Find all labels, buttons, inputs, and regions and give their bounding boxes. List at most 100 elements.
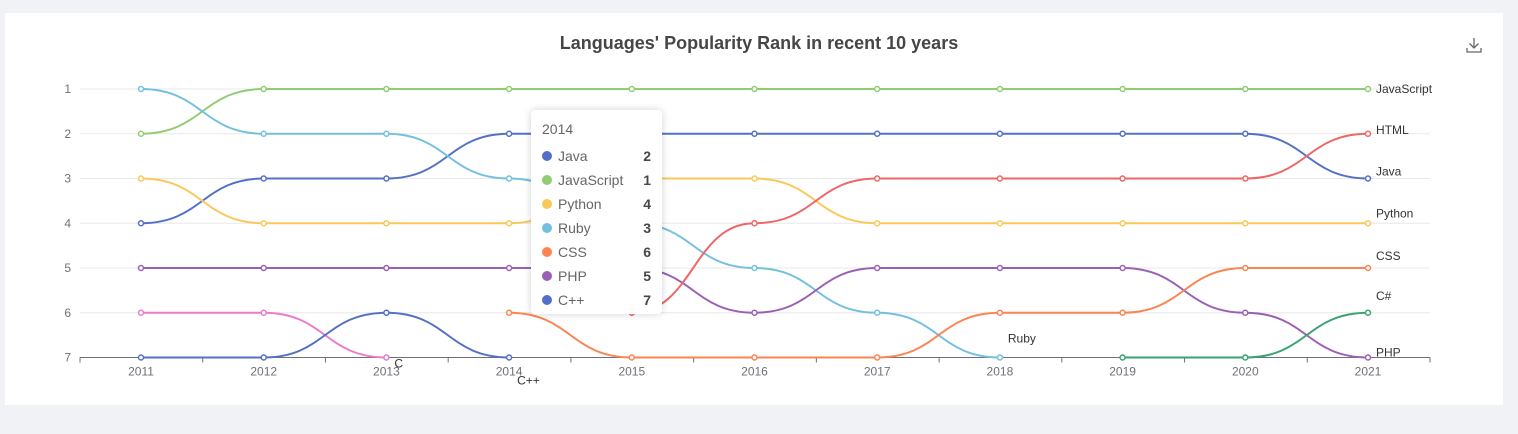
- tooltip-value: 4: [643, 196, 651, 212]
- data-point-python: [137, 175, 145, 182]
- data-point-cplusplus: [137, 354, 145, 361]
- data-point-javascript: [137, 130, 145, 137]
- x-tick-label: 2018: [987, 365, 1014, 379]
- data-point-cplusplus: [260, 354, 267, 361]
- data-point-css: [628, 354, 636, 361]
- end-label-python: Python: [1376, 206, 1413, 220]
- tooltip-marker: [542, 247, 552, 257]
- tooltip-marker: [542, 151, 552, 161]
- data-point-html: [996, 175, 1004, 182]
- download-button[interactable]: [1465, 36, 1483, 54]
- tooltip-marker: [542, 223, 552, 233]
- data-point-csharp: [1242, 354, 1249, 361]
- data-point-java: [996, 130, 1004, 137]
- data-point-html: [1119, 175, 1126, 182]
- data-point-php: [383, 264, 390, 272]
- x-tick-label: 2016: [741, 365, 768, 379]
- data-point-php: [137, 264, 145, 272]
- data-point-java: [751, 130, 758, 137]
- data-point-ruby: [137, 85, 145, 93]
- data-point-ruby: [873, 309, 881, 316]
- y-tick-label: 3: [64, 172, 71, 186]
- data-point-java: [1364, 175, 1372, 182]
- data-point-csharp: [1364, 309, 1372, 316]
- data-point-javascript: [628, 85, 636, 93]
- data-point-php: [260, 264, 267, 272]
- x-tick-label: 2020: [1232, 365, 1259, 379]
- y-tick-label: 2: [64, 127, 71, 141]
- data-point-cplusplus: [505, 354, 513, 361]
- tooltip-series-name: Python: [558, 196, 602, 212]
- data-point-java: [873, 130, 881, 137]
- data-point-php: [1242, 309, 1249, 316]
- data-point-python: [383, 220, 390, 227]
- tooltip-marker: [542, 199, 552, 209]
- x-tick-label: 2021: [1355, 365, 1382, 379]
- end-label-ruby: Ruby: [1008, 332, 1036, 346]
- data-point-ruby: [996, 354, 1004, 361]
- tooltip-row: C++ 7: [542, 288, 651, 312]
- data-point-javascript: [1242, 85, 1249, 93]
- data-point-javascript: [996, 85, 1004, 93]
- x-tick-label: 2019: [1109, 365, 1136, 379]
- data-point-javascript: [383, 85, 390, 93]
- data-point-css: [1364, 264, 1372, 272]
- tooltip-marker: [542, 175, 552, 185]
- data-point-php: [505, 264, 513, 272]
- data-point-java: [383, 175, 390, 182]
- data-point-css: [996, 309, 1004, 316]
- data-point-java: [260, 175, 267, 182]
- x-tick-label: 2012: [250, 365, 277, 379]
- data-point-html: [751, 220, 758, 227]
- data-point-html: [1242, 175, 1249, 182]
- tooltip-title: 2014: [542, 121, 574, 137]
- tooltip-series-name: CSS: [558, 244, 587, 260]
- data-point-python: [873, 220, 881, 227]
- data-point-ruby: [505, 175, 513, 182]
- tooltip-value: 6: [643, 244, 651, 260]
- data-point-css: [873, 354, 881, 361]
- data-point-php: [1364, 354, 1372, 361]
- data-point-ruby: [260, 130, 267, 137]
- data-point-javascript: [873, 85, 881, 93]
- series-line-cplusplus: [141, 311, 510, 359]
- data-point-java: [505, 130, 513, 137]
- data-point-c: [260, 309, 267, 316]
- tooltip-row: Java 2: [542, 144, 651, 168]
- data-point-csharp: [1119, 354, 1126, 361]
- download-icon: [1466, 38, 1482, 53]
- data-point-python: [1119, 220, 1126, 227]
- tooltip-value: 1: [643, 172, 651, 188]
- tooltip-series-name: JavaScript: [558, 172, 624, 188]
- data-point-php: [996, 264, 1004, 272]
- data-point-python: [751, 175, 758, 182]
- data-point-java: [1242, 130, 1249, 137]
- series-line-javascript: [140, 87, 1368, 135]
- y-tick-label: 7: [64, 351, 71, 365]
- data-point-java: [137, 220, 145, 227]
- tooltip-series-name: PHP: [558, 268, 587, 284]
- chart-card: [5, 13, 1503, 405]
- chart-tooltip: 2014 Java 2 JavaScript 1 Python 4 Ruby 3 CSS 6 PHP…: [531, 110, 662, 314]
- tooltip-value: 7: [643, 292, 651, 308]
- data-point-html: [1364, 130, 1372, 137]
- series-line-python: [140, 177, 1368, 225]
- tooltip-row: CSS 6: [542, 240, 651, 264]
- y-tick-label: 4: [64, 216, 71, 230]
- data-point-css: [1242, 264, 1249, 272]
- y-tick-label: 6: [64, 306, 71, 320]
- x-tick-label: 2011: [128, 365, 154, 379]
- y-tick-label: 1: [64, 82, 71, 96]
- data-point-python: [1242, 220, 1249, 227]
- data-point-python: [260, 220, 267, 227]
- tooltip-value: 2: [643, 148, 651, 164]
- end-label-html: HTML: [1376, 123, 1409, 137]
- tooltip-value: 5: [643, 268, 651, 284]
- tooltip-series-name: Java: [558, 148, 588, 164]
- data-point-javascript: [260, 85, 267, 93]
- data-point-python: [505, 220, 513, 227]
- data-point-javascript: [505, 85, 513, 93]
- end-label-php: PHP: [1376, 346, 1401, 360]
- data-point-css: [505, 309, 513, 316]
- tooltip-row: Ruby 3: [542, 216, 651, 240]
